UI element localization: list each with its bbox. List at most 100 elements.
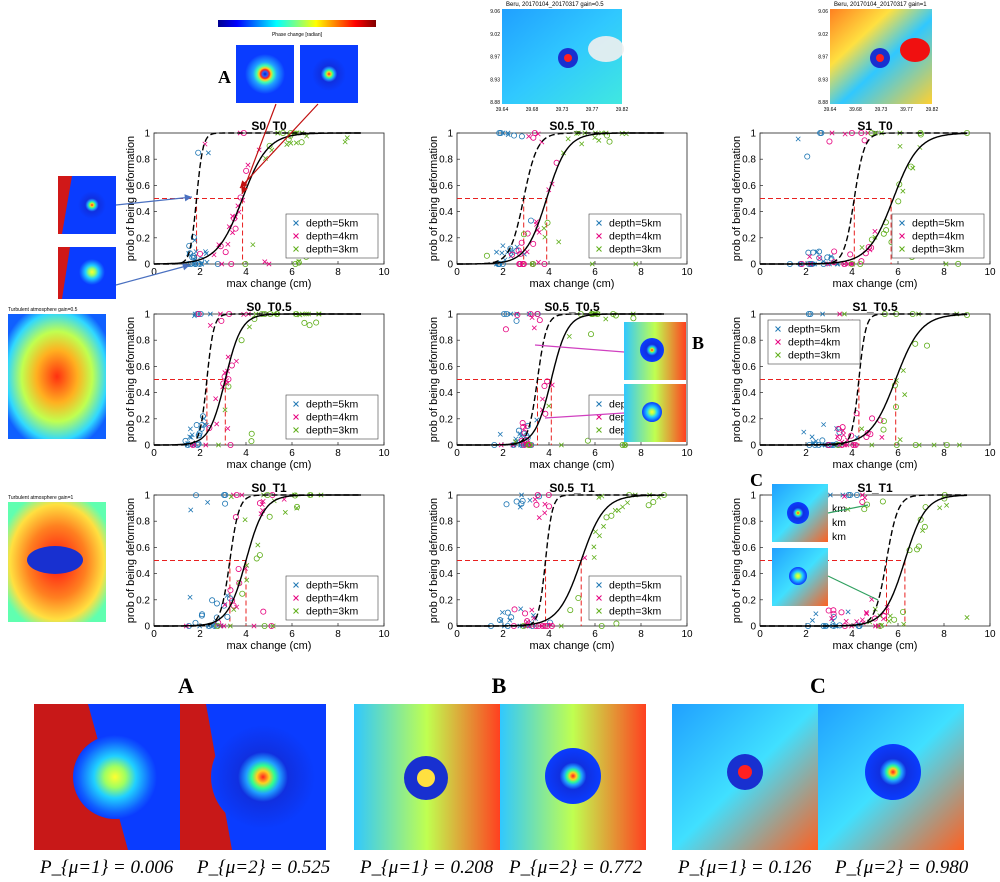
legend-entry: depth=5km (306, 399, 358, 411)
thumb-a-ring-small (300, 45, 358, 103)
data-point (496, 129, 503, 136)
data-point (187, 434, 193, 440)
data-point (261, 623, 268, 630)
data-point (923, 342, 930, 349)
inset-b-pointer-2 (544, 412, 625, 419)
data-point (292, 260, 299, 267)
mu2-curve (154, 494, 361, 627)
data-point (897, 143, 903, 149)
data-point (239, 590, 246, 597)
data-point (817, 255, 823, 261)
y-tick-label: 0.4 (136, 207, 150, 218)
legend-entry: depth=4km (788, 337, 840, 349)
bottom-letter-b: B (492, 673, 507, 698)
data-point (216, 242, 222, 248)
x-tick-label: 4 (849, 267, 855, 278)
data-point (509, 251, 516, 258)
turb-full-title: Turbulent atmosphere gain=1 (8, 495, 73, 501)
beru-x-tick: 39.77 (900, 107, 913, 113)
data-point (497, 431, 503, 437)
data-point (536, 229, 542, 235)
beru-y-tick: 9.06 (818, 9, 828, 15)
y-tick-label: 0.8 (742, 336, 756, 347)
y-tick-label: 0 (144, 622, 150, 633)
y-axis-label: prob of being deformation (731, 136, 743, 261)
x-axis-label: max change (cm) (530, 640, 615, 652)
mu2-curve (760, 494, 968, 627)
legend-entry: depth=4km (912, 231, 964, 243)
arrow-left-to-mu1 (115, 194, 193, 206)
data-point (596, 533, 602, 539)
data-point (853, 410, 860, 417)
legend-marker (293, 595, 299, 601)
data-point (238, 337, 245, 344)
y-tick-label: 0 (144, 441, 150, 452)
x-tick-label: 0 (151, 267, 157, 278)
data-point (520, 231, 527, 238)
bottom-c-p1: P_{μ=1} = 0.126 (677, 857, 812, 878)
beru-x-tick: 39.68 (849, 107, 862, 113)
beru-x-tick: 39.73 (556, 107, 569, 113)
data-point (546, 403, 552, 409)
data-point (900, 367, 906, 373)
bottom-panel-b: B P_{μ=1} = 0.208 P_{μ=2} = 0.772 (354, 673, 646, 878)
data-point (218, 317, 225, 324)
x-tick-label: 8 (638, 629, 644, 640)
data-point (514, 244, 520, 250)
data-point (203, 422, 209, 428)
beru-y-tick: 9.06 (490, 9, 500, 15)
legend-marker (293, 608, 299, 614)
y-tick-label: 1 (750, 310, 756, 321)
data-point (847, 251, 854, 258)
data-point (198, 261, 204, 267)
data-point (196, 260, 203, 267)
legend-marker (596, 246, 602, 252)
beru-x-tick: 39.73 (875, 107, 888, 113)
data-point (198, 425, 205, 432)
data-point (253, 555, 260, 562)
data-point (539, 623, 546, 630)
data-point (526, 133, 532, 139)
beru-y-tick: 8.97 (818, 55, 828, 61)
data-point (536, 493, 543, 500)
data-point (230, 213, 236, 219)
data-point (943, 261, 949, 267)
data-point (645, 502, 652, 509)
data-point (524, 422, 531, 429)
data-point (239, 492, 245, 498)
legend-marker (596, 427, 602, 433)
data-point (830, 607, 837, 614)
data-point (880, 230, 887, 237)
mu2-curve (457, 132, 664, 265)
y-tick-label: 0 (447, 441, 453, 452)
y-tick-label: 1 (144, 310, 150, 321)
data-point (542, 510, 548, 516)
data-point (204, 259, 210, 265)
data-point (242, 260, 249, 267)
data-point (820, 311, 826, 317)
data-point (871, 615, 878, 622)
data-point (548, 622, 554, 628)
data-point (829, 616, 835, 622)
data-point (205, 499, 211, 505)
data-point (232, 514, 239, 521)
x-tick-label: 0 (757, 629, 763, 640)
data-point (541, 260, 548, 267)
data-point (527, 217, 534, 224)
data-point (494, 249, 500, 255)
x-tick-label: 4 (243, 267, 249, 278)
data-point (880, 418, 887, 425)
x-tick-label: 8 (638, 448, 644, 459)
data-point (260, 608, 267, 615)
panel-title: S1_T0.5 (852, 300, 898, 314)
beru-y-tick: 8.97 (490, 55, 500, 61)
x-tick-label: 2 (803, 267, 809, 278)
mu2-curve (457, 313, 664, 446)
data-point (964, 615, 970, 620)
y-tick-label: 1 (144, 129, 150, 140)
data-point (612, 507, 618, 513)
